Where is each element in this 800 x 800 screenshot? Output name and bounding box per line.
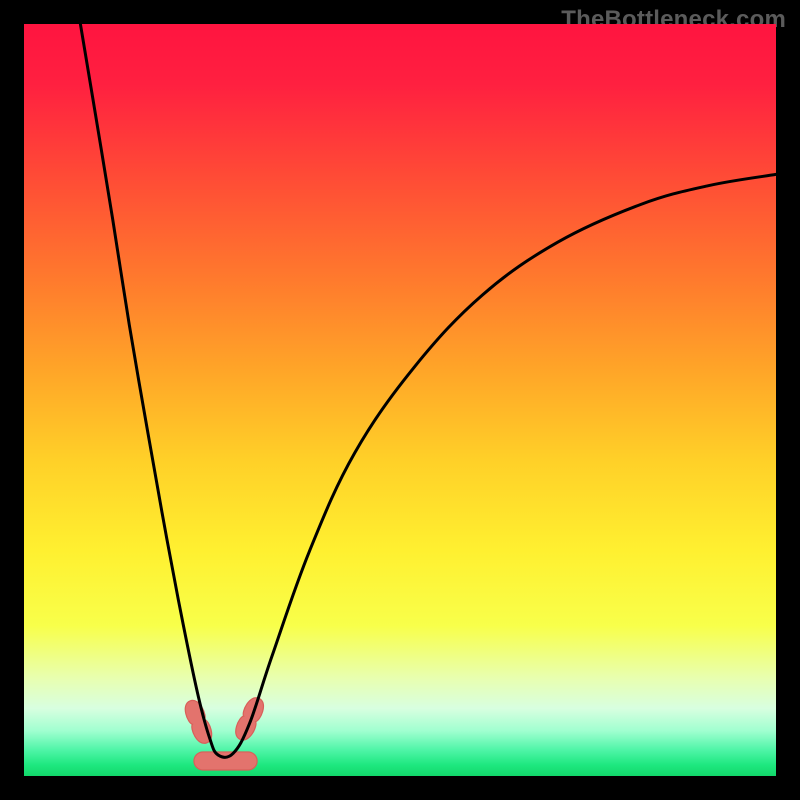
plot-area [24, 24, 776, 776]
chart-frame: TheBottleneck.com [0, 0, 800, 800]
plot-svg [24, 24, 776, 776]
marker-bottom-blob [194, 752, 257, 770]
gradient-background [24, 24, 776, 776]
